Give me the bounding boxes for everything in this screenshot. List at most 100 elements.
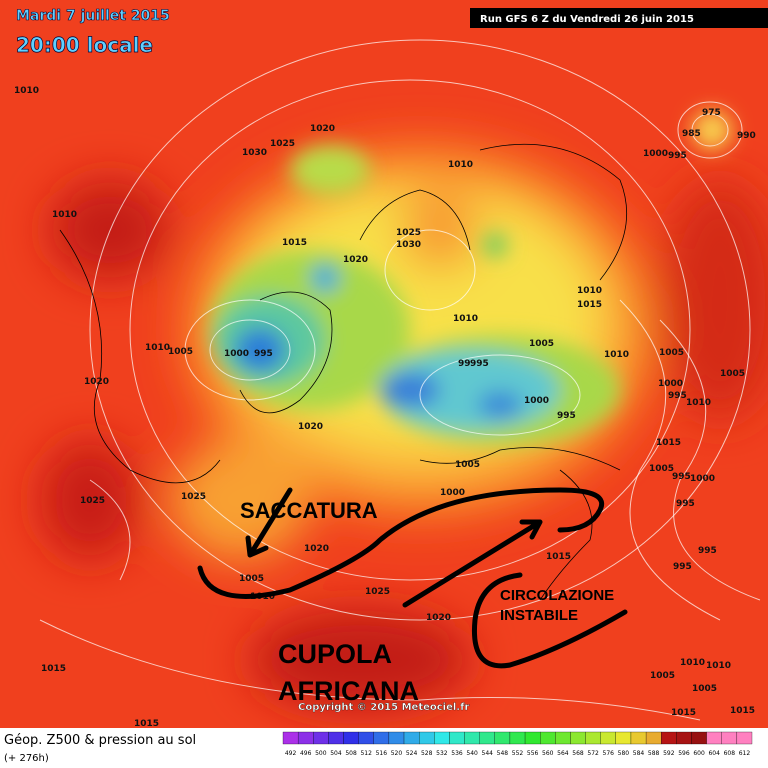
pressure-label: 1010 [680, 658, 705, 668]
pressure-label: 995 [698, 546, 717, 556]
pressure-label: 1015 [730, 706, 755, 716]
color-scale: 492 496 500 504 508 512 516 520 524 528 532 536 540 5… [282, 731, 753, 757]
scale-label: 544 [482, 750, 494, 757]
pressure-label: 1025 [181, 492, 206, 502]
pressure-label: 1015 [577, 300, 602, 310]
scale-swatch [494, 731, 511, 745]
pressure-label: 995 [672, 472, 691, 482]
scale-label: 492 [285, 750, 297, 757]
pressure-label: 1015 [134, 719, 159, 729]
pressure-label: 1020 [310, 124, 335, 134]
pressure-label: 1015 [671, 708, 696, 718]
scale-swatch [282, 731, 299, 745]
annotation-arrows [197, 487, 628, 669]
pressure-label: 1025 [396, 228, 421, 238]
scale-swatch [721, 731, 738, 745]
pressure-label: 1010 [686, 398, 711, 408]
pressure-label: 1000 [658, 379, 683, 389]
pressure-label: 985 [682, 129, 701, 139]
pressure-label: 1005 [720, 369, 745, 379]
pressure-label: 1015 [656, 438, 681, 448]
pressure-label: 995 [557, 411, 576, 421]
scale-swatch [600, 731, 616, 745]
scale-label: 496 [300, 750, 312, 757]
pressure-label: 1020 [304, 544, 329, 554]
scale-swatch [328, 731, 344, 745]
pressure-label: 995 [676, 499, 695, 509]
scale-label: 560 [542, 750, 554, 757]
scale-swatch [373, 731, 390, 745]
pressure-label: 995 [668, 391, 687, 401]
scale-swatch [358, 731, 374, 745]
scale-swatch [449, 731, 465, 745]
pressure-label: 1005 [692, 684, 717, 694]
pressure-label: 1010 [577, 286, 602, 296]
scale-swatch [570, 731, 586, 745]
annotation: AFRICANA [278, 676, 419, 706]
pressure-label: 1015 [546, 552, 571, 562]
scale-label: 572 [587, 750, 599, 757]
scale-swatch [509, 731, 526, 745]
pressure-label: 1005 [650, 671, 675, 681]
scale-label: 524 [406, 750, 418, 757]
scale-label: 592 [663, 750, 675, 757]
pressure-label: 1000 [643, 149, 668, 159]
scale-label: 504 [330, 750, 342, 757]
scale-label: 552 [512, 750, 524, 757]
scale-label: 508 [345, 750, 357, 757]
pressure-label: 1025 [80, 496, 105, 506]
scale-swatch [419, 731, 435, 745]
annotation: CUPOLA [278, 639, 392, 669]
pressure-label: 990 [737, 131, 756, 141]
footer-title: Géop. Z500 & pression au sol [4, 733, 196, 748]
pressure-label: 1020 [426, 613, 451, 623]
scale-swatch [661, 731, 677, 745]
scale-label: 580 [618, 750, 630, 757]
annotation: SACCATURA [240, 498, 378, 523]
pressure-label: 1015 [41, 664, 66, 674]
scale-swatch [297, 731, 314, 745]
scale-label: 520 [391, 750, 403, 757]
scale-swatch [630, 731, 647, 745]
scale-label: 516 [376, 750, 388, 757]
scale-label: 588 [648, 750, 660, 757]
scale-label: 568 [572, 750, 584, 757]
scale-swatch [540, 731, 556, 745]
scale-label: 532 [436, 750, 448, 757]
scale-label: 584 [633, 750, 645, 757]
scale-swatch [736, 731, 753, 745]
scale-swatch [615, 731, 632, 745]
pressure-label: 1005 [168, 347, 193, 357]
annotation: INSTABILE [500, 607, 578, 624]
pressure-label: 1000 [440, 488, 465, 498]
pressure-label: 1000 [690, 474, 715, 484]
geopotential-field [0, 0, 768, 728]
scale-label: 608 [724, 750, 736, 757]
scale-swatch [676, 731, 692, 745]
scale-label: 548 [497, 750, 509, 757]
pressure-label: 995 [254, 349, 273, 359]
pressure-label: 995 [668, 151, 687, 161]
scale-label: 576 [603, 750, 615, 757]
pressure-label: 1010 [14, 86, 39, 96]
pressure-label: 995 [470, 359, 489, 369]
scale-label: 612 [739, 750, 751, 757]
isobars [39, 39, 761, 721]
scale-label: 500 [315, 750, 327, 757]
pressure-label: 975 [702, 108, 721, 118]
scale-label: 528 [421, 750, 433, 757]
scale-swatch [403, 731, 420, 745]
coastlines [59, 143, 628, 601]
pressure-label: 1010 [453, 314, 478, 324]
pressure-label: 1010 [604, 350, 629, 360]
pressure-label: 1020 [84, 377, 109, 387]
pressure-label: 1005 [659, 348, 684, 358]
pressure-label: 1005 [239, 574, 264, 584]
run-box [470, 8, 768, 28]
pressure-label: 1005 [529, 339, 554, 349]
scale-swatch [434, 731, 450, 745]
scale-swatch [555, 731, 571, 745]
scale-label: 564 [557, 750, 569, 757]
